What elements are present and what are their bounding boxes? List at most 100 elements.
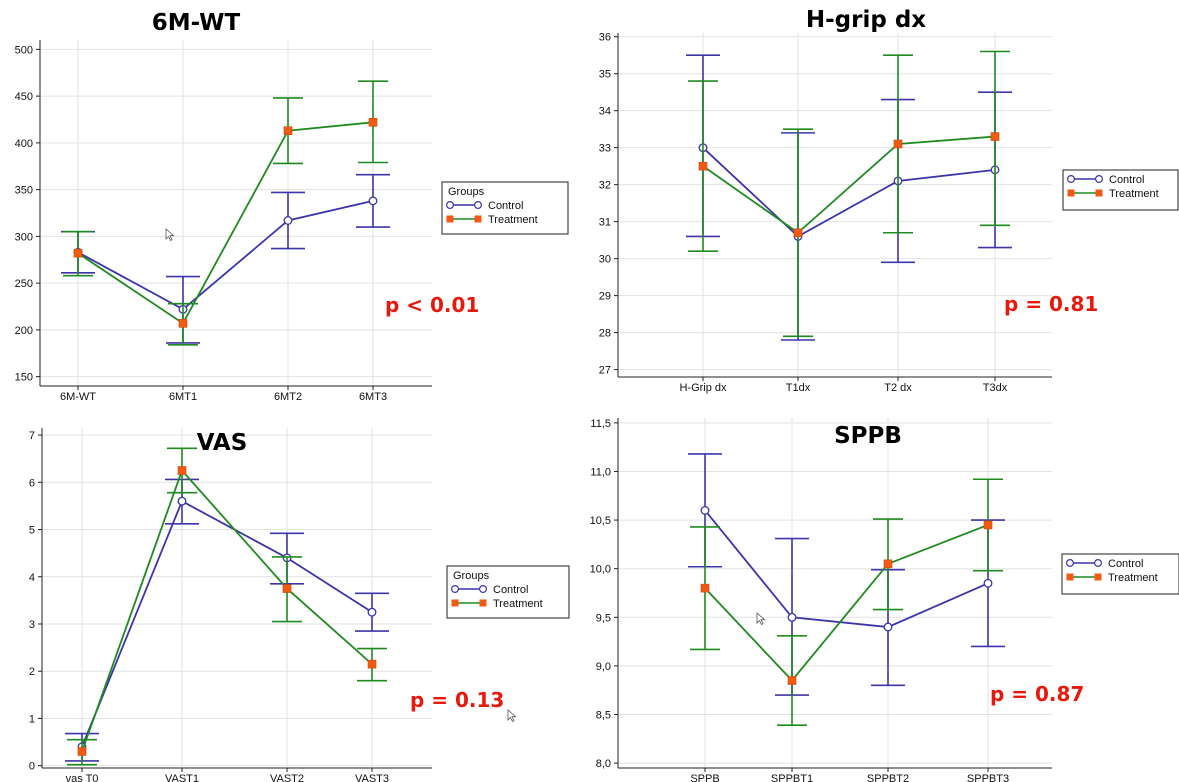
y-tick-label: 0	[29, 761, 35, 773]
y-tick-label: 1	[29, 713, 35, 725]
mouse-cursor-icon	[507, 709, 517, 723]
legend-title: Groups	[448, 186, 485, 198]
data-point	[178, 319, 188, 328]
y-tick-label: 36	[599, 32, 611, 44]
legend-marker	[1065, 558, 1074, 567]
x-tick-label: 6MT1	[169, 391, 197, 403]
chart-6mwt: 150 200 250 300 350 400 450 500 6M-WT 6MT1 6MT2 6MT…	[15, 10, 569, 403]
y-tick-label: 450	[15, 91, 33, 103]
y-tick-label: 32	[599, 180, 611, 192]
chart-sppb: 8,0 8,5 9,0 9,5 10,0 10,5 11,0 11,5 SPPB SPPBT1 SP…	[590, 418, 1179, 782]
data-point	[700, 583, 710, 593]
legend-label: Control	[1109, 174, 1144, 186]
x-tick-label: SPPB	[690, 773, 719, 782]
legend-marker	[446, 201, 455, 210]
y-tick-label: 4	[29, 572, 35, 584]
x-tick-label: 6MT3	[359, 391, 387, 403]
y-tick-label: 31	[599, 217, 611, 229]
x-tick-label: T1dx	[786, 382, 811, 394]
y-tick-label: 33	[599, 143, 611, 155]
x-tick-label: T3dx	[983, 382, 1008, 394]
y-tick-label: 29	[599, 291, 611, 303]
y-tick-label: 150	[15, 372, 33, 384]
legend-marker	[479, 599, 487, 607]
legend-marker	[446, 215, 454, 223]
y-tick-label: 7	[29, 430, 35, 442]
legend-marker	[474, 215, 482, 223]
y-tick-label: 6	[29, 477, 35, 489]
series-control	[61, 173, 390, 344]
series-treatment	[63, 80, 388, 346]
chart-vas: 0 1 2 3 4 5 6 7 vas T0 VAST1 VAST2 VAST3 VAS GroupsCo…	[29, 428, 570, 782]
chart-title: H-grip dx	[806, 7, 926, 33]
y-tick-label: 400	[15, 138, 33, 150]
series-line	[77, 121, 374, 325]
mouse-cursor-icon	[756, 612, 766, 626]
chart-title: 6M-WT	[152, 10, 241, 36]
data-point	[367, 607, 377, 617]
data-point	[883, 559, 893, 569]
legend-marker	[1093, 558, 1102, 567]
data-point	[700, 505, 710, 515]
y-tick-label: 300	[15, 231, 33, 243]
data-point	[283, 126, 293, 136]
series-line	[702, 135, 996, 234]
y-tick-label: 10,0	[590, 564, 611, 576]
mouse-cursor-icon	[165, 228, 175, 242]
data-point	[283, 216, 293, 225]
y-tick-label: 30	[599, 254, 611, 266]
data-point	[177, 466, 187, 475]
legend-label: Control	[493, 584, 528, 596]
y-tick-label: 10,5	[590, 515, 611, 527]
x-tick-label: VAST3	[355, 773, 389, 782]
y-tick-label: 11,5	[590, 418, 611, 430]
x-tick-label: vas T0	[66, 773, 99, 782]
legend-box	[1061, 553, 1179, 595]
x-tick-label: T2 dx	[884, 382, 912, 394]
p-value-annotation: p < 0.01	[385, 293, 479, 317]
p-value-annotation: p = 0.13	[410, 688, 504, 712]
x-tick-label: 6M-WT	[60, 391, 96, 403]
x-tick-label: H-Grip dx	[679, 382, 727, 394]
data-point	[983, 578, 993, 588]
data-point	[368, 196, 378, 206]
y-tick-label: 2	[29, 666, 35, 678]
y-tick-label: 500	[15, 44, 33, 56]
series-control	[686, 54, 1012, 341]
legend-label: Control	[488, 200, 523, 212]
data-point	[77, 747, 87, 756]
data-point	[983, 520, 993, 530]
legend-title: Groups	[453, 570, 490, 582]
x-tick-label: 6MT2	[274, 391, 302, 403]
y-tick-label: 3	[29, 619, 35, 631]
legend-marker	[1094, 573, 1102, 581]
y-tick-label: 9,0	[596, 661, 611, 673]
legend: Control Treatment	[1062, 169, 1179, 211]
y-tick-label: 350	[15, 185, 33, 197]
legend-label: Treatment	[493, 598, 543, 610]
data-point	[893, 139, 903, 149]
p-value-annotation: p = 0.81	[1004, 292, 1098, 316]
data-point	[883, 622, 893, 632]
series-treatment	[690, 478, 1003, 727]
series-treatment	[688, 50, 1010, 338]
y-tick-label: 200	[15, 325, 33, 337]
y-tick-label: 34	[599, 106, 611, 118]
y-tick-label: 250	[15, 278, 33, 290]
y-tick-label: 9,5	[596, 612, 611, 624]
legend-marker	[1095, 189, 1103, 197]
data-point	[177, 496, 187, 506]
legend-marker	[1094, 175, 1103, 184]
data-point	[73, 248, 83, 258]
series-treatment	[67, 447, 387, 766]
x-tick-label: SPPBT2	[867, 773, 909, 782]
series-line	[704, 524, 989, 682]
y-tick-label: 5	[29, 525, 35, 537]
data-point	[990, 132, 1000, 141]
data-point	[368, 117, 378, 127]
y-tick-label: 8,5	[596, 710, 611, 722]
data-point	[282, 584, 292, 593]
chart-title: SPPB	[834, 423, 902, 449]
